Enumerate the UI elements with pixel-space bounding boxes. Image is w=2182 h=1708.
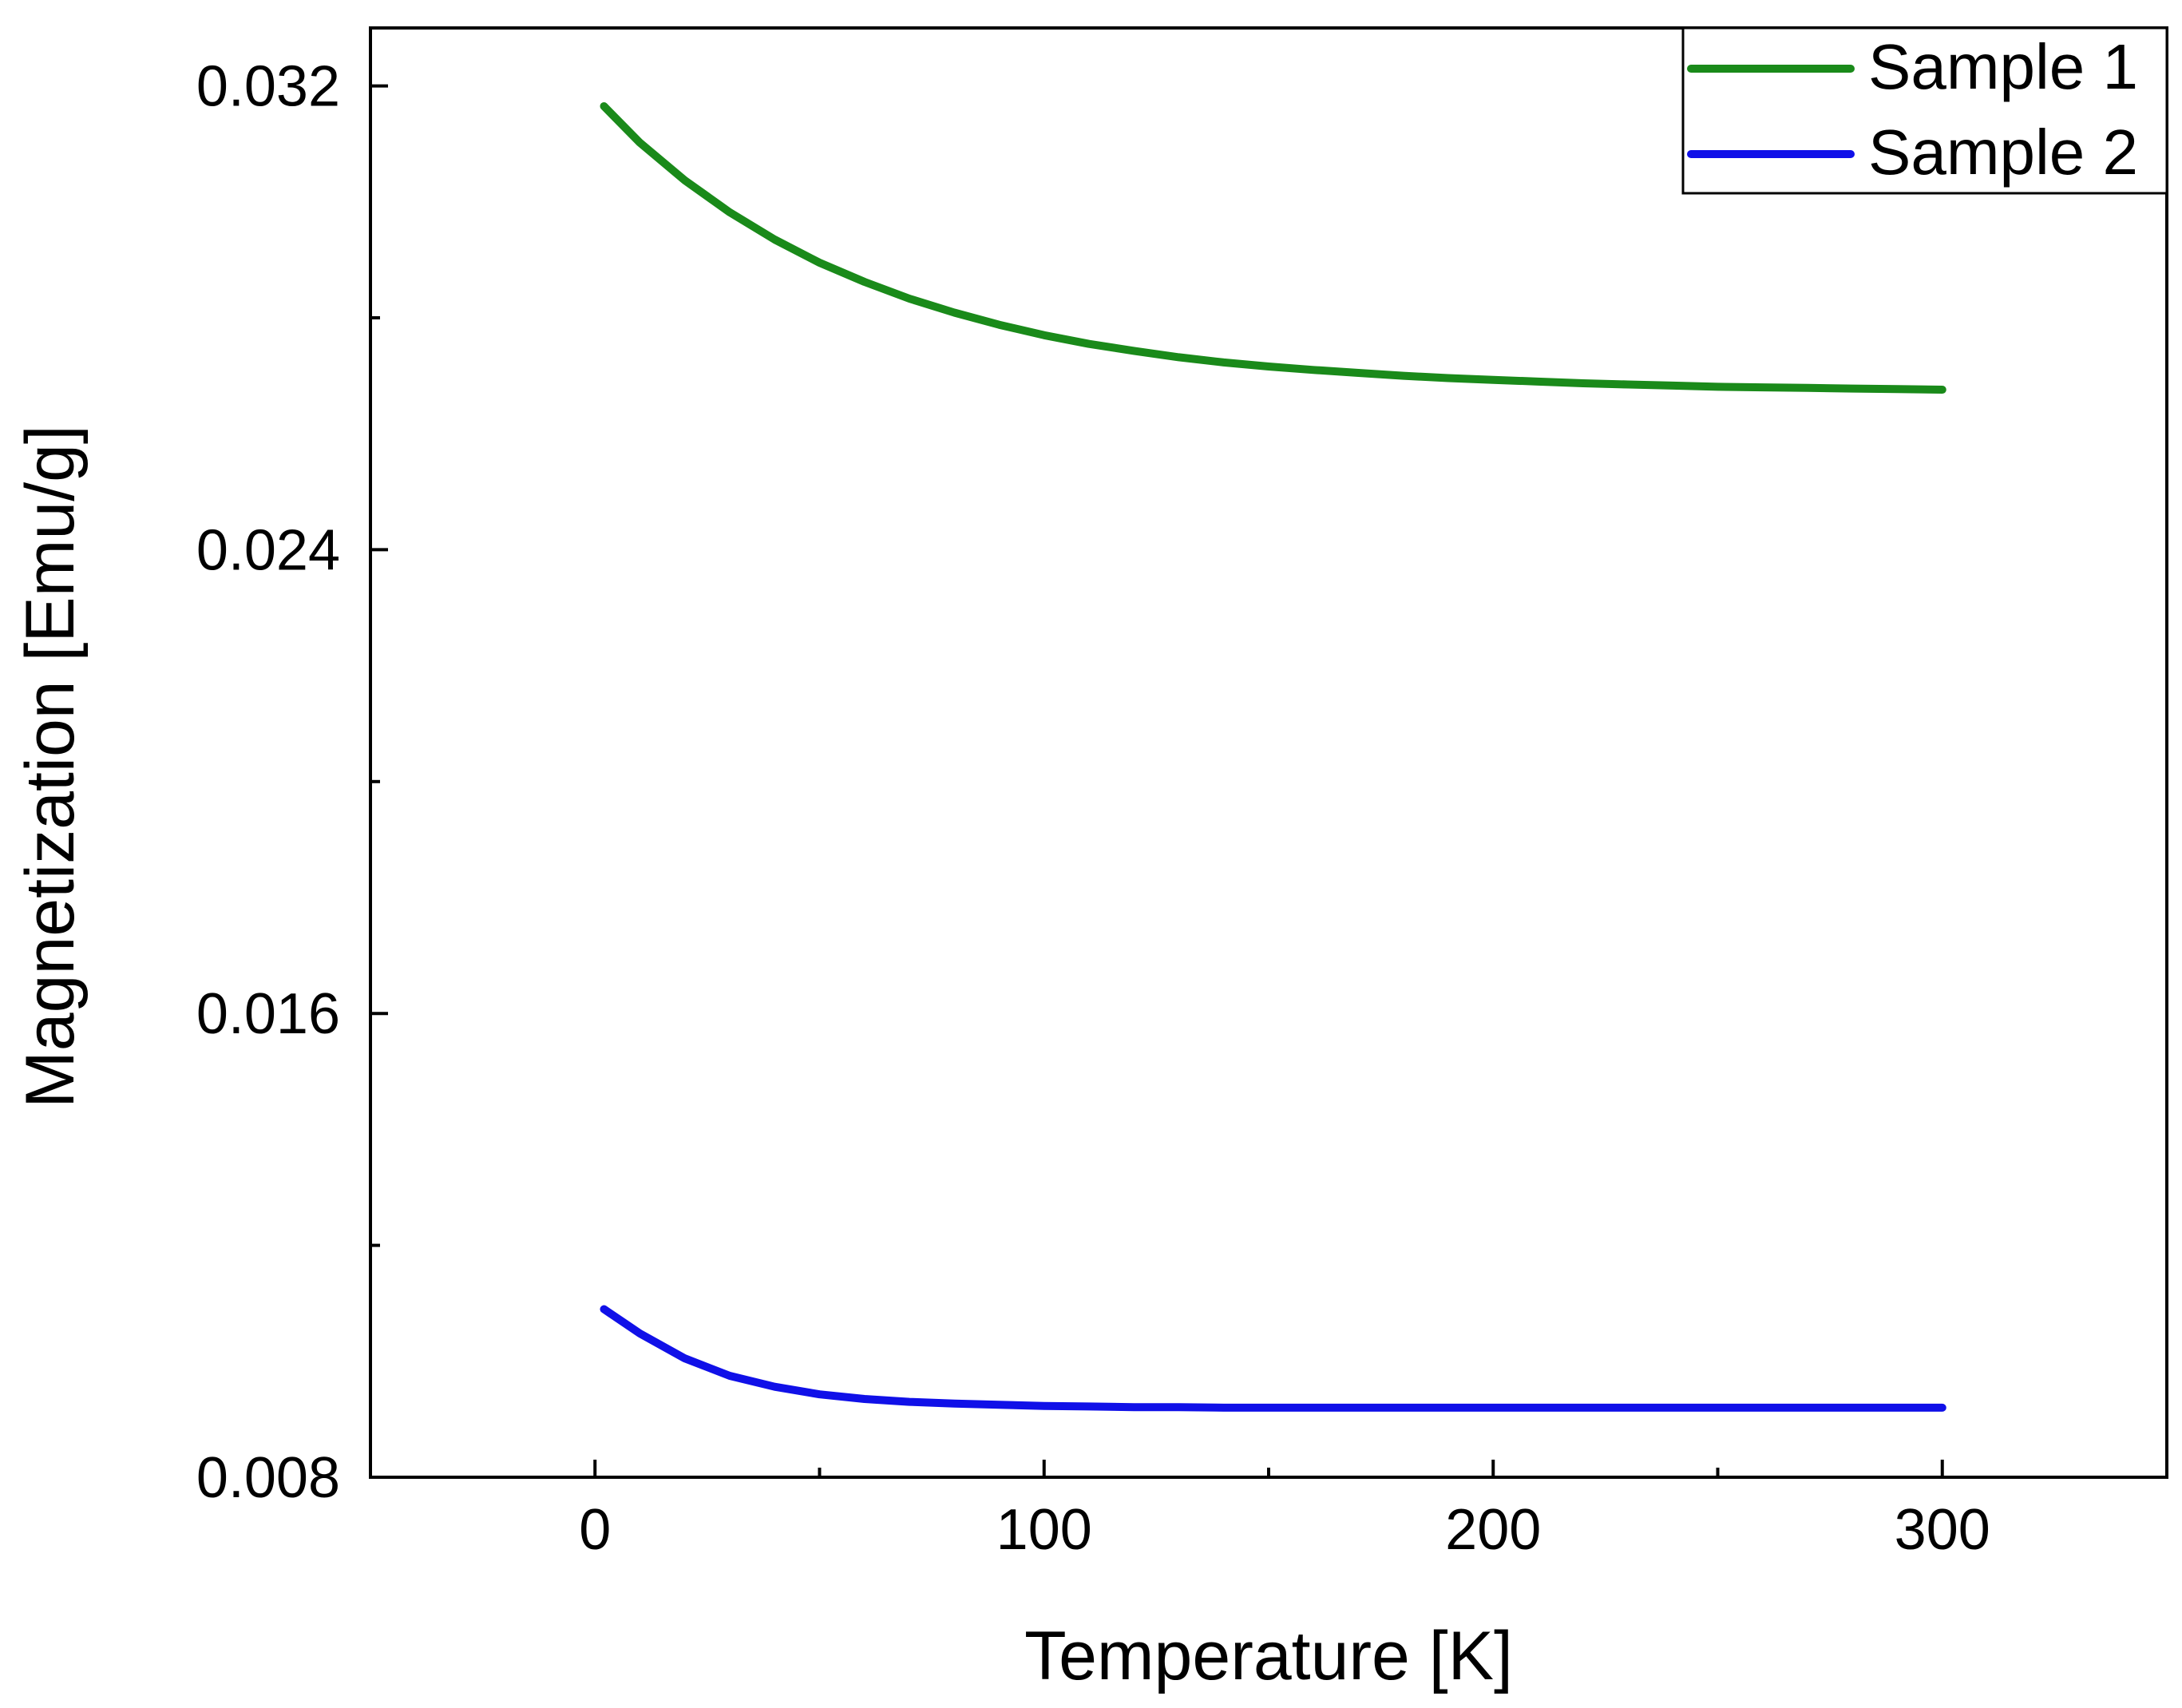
y-tick-label: 0.024 bbox=[196, 518, 340, 582]
legend: Sample 1 Sample 2 bbox=[1681, 26, 2168, 195]
y-tick-label: 0.032 bbox=[196, 55, 340, 119]
plot-frame bbox=[369, 26, 2168, 1479]
x-tick-label: 100 bbox=[996, 1498, 1092, 1562]
legend-box bbox=[1681, 26, 2168, 195]
series-line-sample-2 bbox=[600, 1305, 1946, 1412]
ticks-layer: 0 100 200 300 0.008 0.016 0.024 0.032 bbox=[196, 55, 1990, 1562]
series-layer bbox=[600, 102, 1946, 1412]
x-tick-label: 200 bbox=[1445, 1498, 1541, 1562]
x-axis-label: Temperature [K] bbox=[1024, 1618, 1513, 1694]
legend-label-sample-1: Sample 1 bbox=[1868, 31, 2138, 102]
legend-label-sample-2: Sample 2 bbox=[1868, 117, 2138, 188]
y-axis-label: Magnetization [Emu/g] bbox=[12, 425, 89, 1108]
x-tick-label: 0 bbox=[579, 1498, 611, 1562]
x-tick-label: 300 bbox=[1895, 1498, 1990, 1562]
y-tick-label: 0.016 bbox=[196, 982, 340, 1046]
y-tick-label: 0.008 bbox=[196, 1446, 340, 1510]
series-line-sample-1 bbox=[600, 102, 1946, 394]
